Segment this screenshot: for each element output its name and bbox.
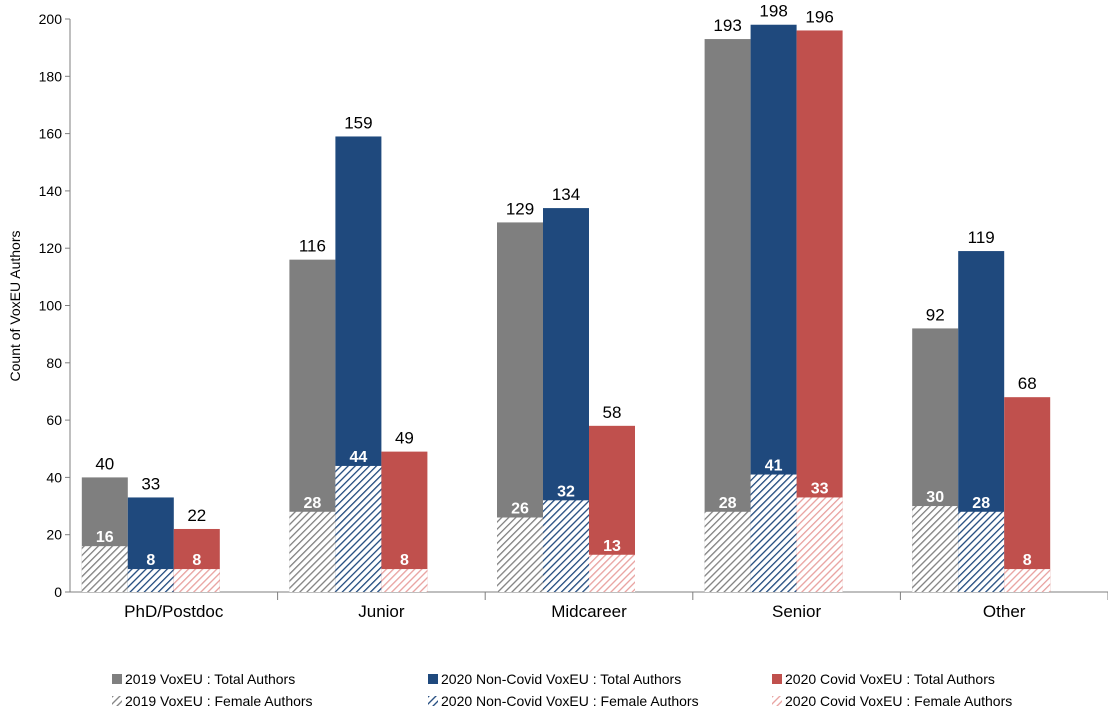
data-label-total: 40 [95, 454, 114, 473]
bar-total [1004, 397, 1051, 592]
data-label-total: 134 [552, 185, 580, 204]
legend-swatch-hatched [772, 696, 782, 706]
legend-label: 2020 Covid VoxEU : Female Authors [785, 693, 1013, 709]
bar-female [750, 474, 797, 592]
bar-total [704, 39, 751, 593]
legend-swatch-hatched [428, 696, 438, 706]
bar-female [335, 465, 382, 592]
data-label-total: 198 [759, 2, 787, 21]
bar-female [173, 569, 220, 592]
data-label-total: 58 [603, 403, 622, 422]
bar-female [381, 569, 428, 592]
legend-item: 2020 Non-Covid VoxEU : Female Authors [428, 693, 772, 709]
x-tick-label: Midcareer [551, 602, 627, 621]
y-tick-label: 20 [46, 527, 62, 543]
bar-female [796, 497, 843, 592]
x-tick-label: PhD/Postdoc [124, 602, 224, 621]
data-label-female: 28 [972, 495, 990, 512]
bar-female [289, 511, 336, 592]
legend-label: 2020 Non-Covid VoxEU : Total Authors [441, 671, 682, 687]
y-tick-label: 120 [39, 240, 63, 256]
legend-label: 2020 Covid VoxEU : Total Authors [785, 671, 995, 687]
bar-female [127, 569, 174, 592]
legend-label: 2020 Non-Covid VoxEU : Female Authors [441, 693, 699, 709]
y-tick-label: 100 [39, 298, 63, 314]
y-tick-label: 60 [46, 412, 62, 428]
legend-item: 2020 Non-Covid VoxEU : Total Authors [428, 671, 772, 687]
legend-row-female: 2019 VoxEU : Female Authors 2020 Non-Cov… [112, 690, 1092, 712]
legend-label: 2019 VoxEU : Total Authors [125, 671, 296, 687]
legend-swatch [772, 674, 782, 684]
data-label-female: 8 [400, 552, 409, 569]
data-label-female: 28 [304, 495, 322, 512]
data-label-female: 8 [192, 552, 201, 569]
bar-female [912, 506, 959, 592]
data-label-female: 8 [146, 552, 155, 569]
bar-female [1004, 569, 1051, 592]
data-label-female: 44 [350, 449, 368, 466]
y-tick-label: 0 [54, 584, 62, 600]
y-tick-label: 180 [39, 68, 63, 84]
y-tick-label: 160 [39, 126, 63, 142]
legend-item: 2019 VoxEU : Female Authors [112, 693, 428, 709]
data-label-total: 68 [1018, 374, 1037, 393]
legend: 2019 VoxEU : Total Authors 2020 Non-Covi… [112, 668, 1092, 712]
data-label-female: 8 [1023, 552, 1032, 569]
y-tick-label: 140 [39, 183, 63, 199]
data-label-total: 116 [299, 237, 326, 256]
x-tick-label: Junior [358, 602, 405, 621]
data-label-total: 119 [968, 228, 995, 247]
bar-total [381, 451, 428, 592]
data-label-female: 30 [926, 489, 944, 506]
y-axis-label: Count of VoxEU Authors [7, 231, 23, 382]
bar-female [589, 554, 635, 592]
data-label-total: 22 [187, 506, 206, 525]
x-tick-label: Senior [772, 602, 821, 621]
y-tick-label: 40 [46, 469, 62, 485]
legend-item: 2020 Covid VoxEU : Female Authors [772, 693, 1072, 709]
data-label-total: 159 [344, 113, 372, 132]
y-tick-label: 80 [46, 355, 62, 371]
legend-row-totals: 2019 VoxEU : Total Authors 2020 Non-Covi… [112, 668, 1092, 690]
legend-swatch [428, 674, 438, 684]
x-tick-label: Other [983, 602, 1026, 621]
y-tick-label: 200 [39, 11, 63, 27]
data-label-total: 33 [141, 474, 160, 493]
bar-female [704, 511, 751, 592]
legend-item: 2019 VoxEU : Total Authors [112, 671, 428, 687]
data-label-total: 49 [395, 429, 414, 448]
legend-swatch [112, 674, 122, 684]
data-label-total: 92 [926, 305, 945, 324]
bar-female [81, 546, 128, 592]
data-label-female: 33 [811, 480, 829, 497]
data-label-female: 13 [603, 538, 621, 555]
legend-swatch-hatched [112, 696, 122, 706]
data-label-female: 32 [557, 483, 575, 500]
bar-female [958, 511, 1005, 592]
data-label-total: 196 [805, 7, 833, 26]
data-label-female: 28 [719, 495, 737, 512]
bar-chart: Count of VoxEU Authors 0 20 40 60 80 100 120 14… [7, 2, 1108, 621]
bar-female [543, 500, 589, 592]
data-label-total: 129 [506, 199, 534, 218]
bar-female [497, 517, 543, 592]
data-label-female: 16 [96, 529, 114, 546]
data-label-total: 193 [713, 16, 741, 35]
data-label-female: 41 [765, 458, 783, 475]
legend-item: 2020 Covid VoxEU : Total Authors [772, 671, 1072, 687]
legend-label: 2019 VoxEU : Female Authors [125, 693, 313, 709]
data-label-female: 26 [511, 501, 529, 518]
